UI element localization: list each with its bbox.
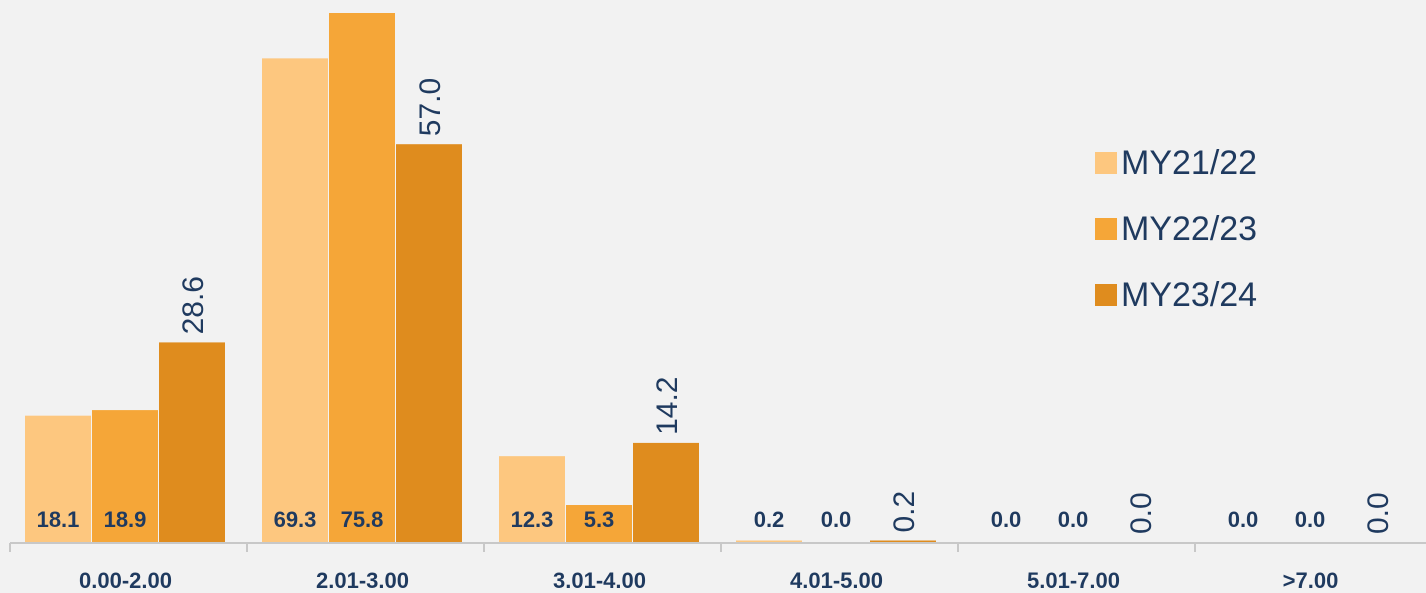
- legend-swatch: [1095, 152, 1117, 174]
- data-label: 28.6: [177, 276, 210, 334]
- x-tick-label: 2.01-3.00: [316, 568, 409, 593]
- legend-label: MY21/22: [1121, 143, 1258, 182]
- data-label: 69.3: [274, 507, 317, 532]
- legend-label: MY22/23: [1121, 209, 1258, 248]
- bar: [159, 342, 225, 542]
- data-label: 5.3: [584, 507, 615, 532]
- data-label: 0.0: [821, 507, 852, 532]
- legend-swatch: [1095, 218, 1117, 240]
- legend-label: MY23/24: [1121, 275, 1258, 314]
- legend-item: MY23/24: [1095, 262, 1257, 328]
- data-label: 0.0: [1228, 507, 1259, 532]
- bar: [736, 540, 802, 542]
- data-label: 75.8: [341, 507, 384, 532]
- data-label: 12.3: [511, 507, 554, 532]
- data-label: 0.2: [754, 507, 785, 532]
- legend-item: MY21/22: [1095, 130, 1257, 196]
- bar: [499, 456, 565, 542]
- legend: MY21/22 MY22/23 MY23/24: [1095, 130, 1257, 328]
- bars-layer: [25, 13, 936, 543]
- x-tick-label: 4.01-5.00: [790, 568, 883, 593]
- legend-item: MY22/23: [1095, 196, 1257, 262]
- data-label: 0.0: [1295, 507, 1326, 532]
- data-label: 0.0: [1362, 492, 1395, 534]
- x-tick-label: 3.01-4.00: [553, 568, 646, 593]
- x-tick-label: 0.00-2.00: [79, 568, 172, 593]
- data-label: 0.0: [1058, 507, 1089, 532]
- x-axis: 0.00-2.00 2.01-3.00 3.01-4.00 4.01-5.00 5.01…: [9, 542, 1426, 593]
- data-label: 0.0: [1125, 492, 1158, 534]
- bar: [329, 13, 395, 542]
- data-labels-layer: 18.1 18.9 28.6 69.3 75.8 57.0 12.3 5.3 14.2 0.2 0.…: [37, 78, 1395, 534]
- bar: [633, 442, 699, 542]
- legend-swatch: [1095, 284, 1117, 306]
- bar: [25, 415, 91, 542]
- bar: [262, 58, 328, 543]
- data-label: 18.9: [104, 507, 147, 532]
- x-tick-label: 5.01-7.00: [1027, 568, 1120, 593]
- bar: [92, 410, 158, 542]
- data-label: 14.2: [651, 377, 684, 435]
- bar: [396, 144, 462, 542]
- data-label: 0.0: [991, 507, 1022, 532]
- data-label: 57.0: [414, 78, 447, 136]
- data-label: 18.1: [37, 507, 80, 532]
- bar: [870, 540, 936, 542]
- data-label: 0.2: [888, 491, 921, 533]
- x-tick-label: >7.00: [1283, 568, 1339, 593]
- bar: [566, 505, 632, 542]
